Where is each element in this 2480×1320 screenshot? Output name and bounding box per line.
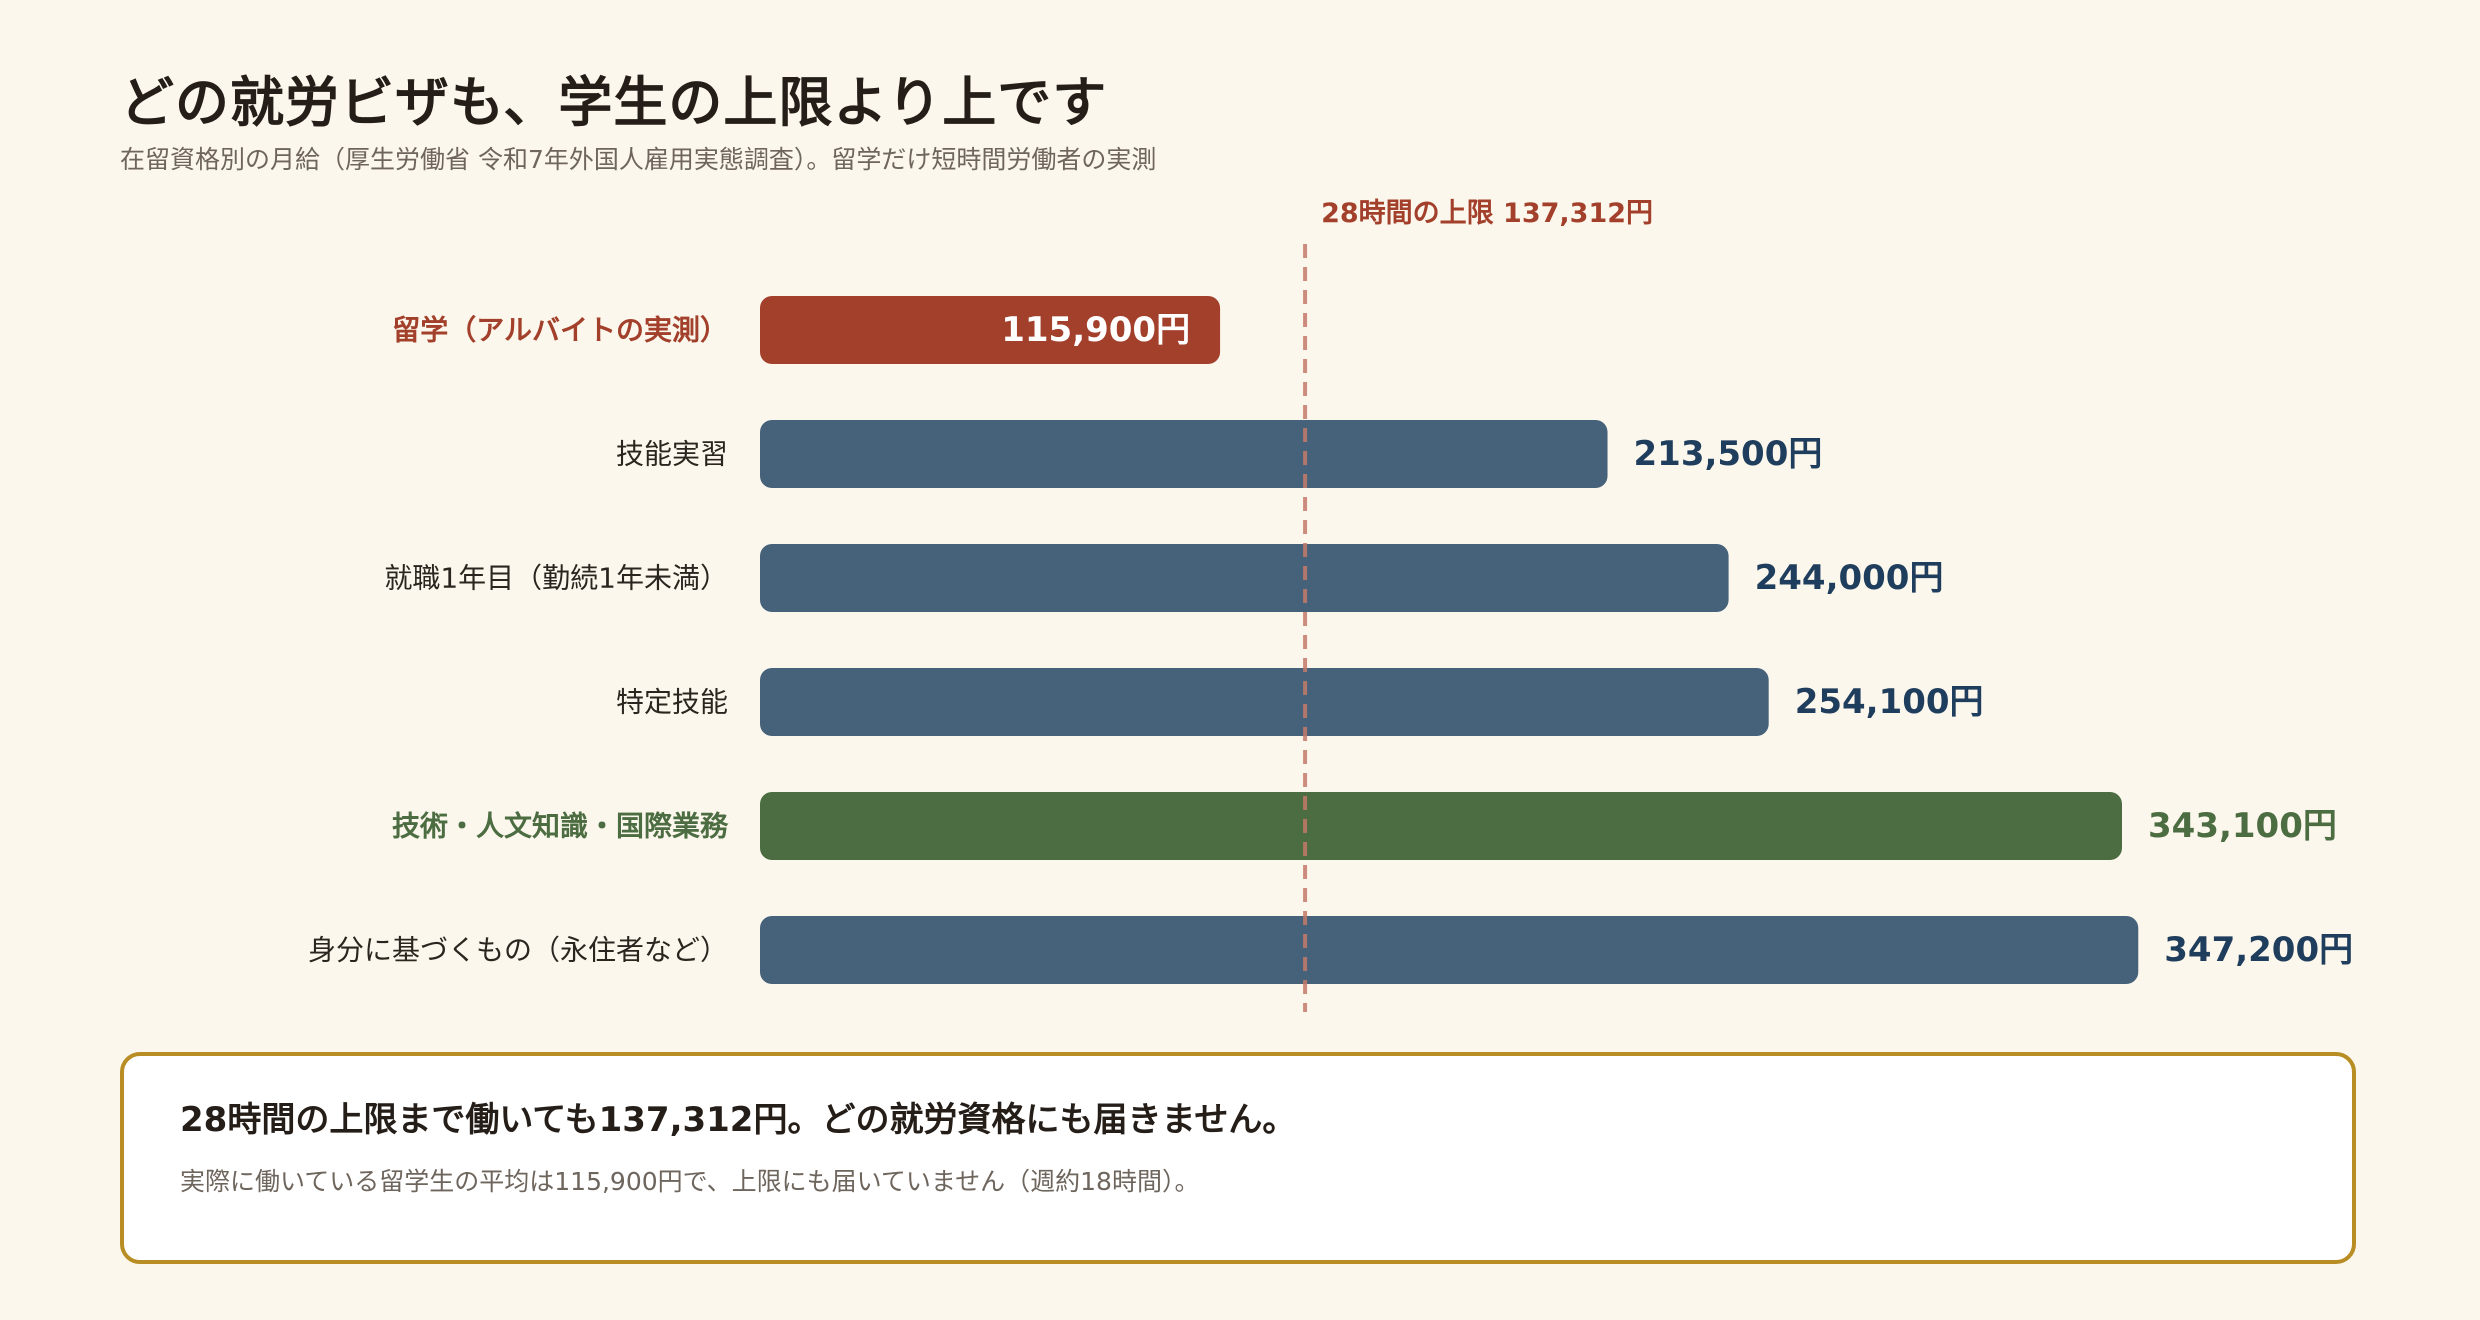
bar: [760, 296, 1221, 364]
value-label: 254,100円: [1795, 682, 1984, 722]
bar: [760, 420, 1608, 488]
bar: [760, 792, 2122, 860]
category-label: 特定技能: [616, 686, 728, 719]
summary-callout: 28時間の上限まで働いても137,312円。どの就労資格にも届きません。 実際に…: [120, 1052, 2356, 1264]
bar: [760, 544, 1729, 612]
value-label: 115,900円: [1001, 310, 1190, 350]
value-label: 343,100円: [2148, 806, 2337, 846]
chart-title: どの就労ビザも、学生の上限より上です: [120, 71, 1108, 134]
category-label: 身分に基づくもの（永住者など）: [308, 934, 728, 967]
bar: [760, 916, 2139, 984]
category-label: 就職1年目（勤続1年未満）: [384, 562, 728, 595]
reference-line-label: 28時間の上限 137,312円: [1321, 198, 1653, 229]
category-label: 留学（アルバイトの実測）: [392, 314, 728, 347]
value-label: 347,200円: [2164, 930, 2353, 970]
category-label: 技術・人文知識・国際業務: [392, 810, 729, 843]
callout-headline: 28時間の上限まで働いても137,312円。どの就労資格にも届きません。: [180, 1100, 1297, 1140]
callout-note: 実際に働いている留学生の平均は115,900円で、上限にも届いていません（週約1…: [180, 1167, 1200, 1196]
value-label: 213,500円: [1634, 434, 1823, 474]
bar: [760, 668, 1769, 736]
chart-subtitle: 在留資格別の月給（厚生労働省 令和7年外国人雇用実態調査）。留学だけ短時間労働者…: [120, 145, 1157, 174]
category-label: 技能実習: [616, 438, 728, 471]
value-label: 244,000円: [1755, 558, 1944, 598]
